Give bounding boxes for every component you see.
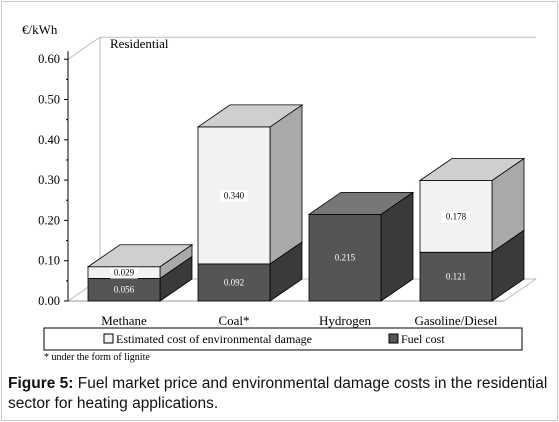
y-tick-label: 0.10: [38, 254, 60, 268]
data-label: 0.121: [446, 272, 466, 282]
caption-text: Fuel market price and environmental dama…: [8, 375, 548, 412]
data-label-bg: [110, 267, 138, 279]
y-tick-label: 0.50: [38, 93, 60, 107]
data-label: 0.215: [335, 253, 356, 263]
data-label: 0.178: [446, 211, 467, 221]
footnote: * under the form of lignite: [44, 352, 150, 363]
y-tick-label: 0.20: [38, 213, 60, 227]
bar-top-face: [196, 104, 304, 128]
legend: Estimated cost of environmental damage F…: [43, 327, 523, 351]
data-label-bg: [110, 284, 138, 296]
y-tick-label: 0.40: [38, 133, 60, 147]
bar-side-environmental-damage: [269, 104, 303, 265]
labels-layer: 0.056 0.029 0.092 0.340 0.215 0.121 0.178: [110, 190, 470, 296]
data-label-bg: [331, 252, 359, 264]
floor-right-edge: [503, 278, 537, 302]
chart-area: 0.00 0.10 0.20 0.30 0.40 0.50 0.60 Methane Coal*…: [22, 22, 537, 351]
legend-label-fuel-cost: Fuel cost: [401, 332, 445, 346]
y-axis-title: €/kWh: [22, 22, 58, 37]
data-label: 0.092: [224, 277, 244, 287]
y-tick-label: 0.00: [38, 294, 60, 308]
data-label: 0.056: [114, 285, 135, 295]
legend-swatch-environmental-damage: [103, 333, 114, 344]
data-label: 0.340: [224, 190, 245, 200]
data-label-bg: [220, 277, 248, 289]
chart-title: Residential: [110, 36, 169, 51]
bar-top-face: [418, 158, 526, 181]
x-category-label: Hydrogen: [319, 313, 371, 328]
legend-box: [43, 327, 523, 351]
figure-caption: Figure 5: Fuel market price and environm…: [8, 374, 553, 414]
x-category-label: Coal*: [218, 313, 249, 328]
x-category-label: Methane: [101, 313, 147, 328]
y-tick-label: 0.60: [38, 52, 60, 66]
bar-top-face: [307, 191, 415, 215]
data-label-bg: [442, 271, 470, 283]
legend-label-environmental-damage: Estimated cost of environmental damage: [116, 332, 312, 346]
caption-label: Figure 5:: [8, 375, 74, 392]
legend-swatch-fuel-cost: [388, 333, 399, 344]
y-tick-label: 0.30: [38, 173, 60, 187]
bar-top-face: [86, 244, 194, 268]
data-label: 0.029: [114, 268, 135, 278]
bars-layer: [86, 104, 526, 302]
x-category-label: Gasoline/Diesel: [414, 313, 497, 328]
data-label-bg: [442, 211, 470, 223]
axes-layer: 0.00 0.10 0.20 0.30 0.40 0.50 0.60 Methane Coal*…: [38, 36, 537, 328]
data-label-bg: [220, 190, 248, 202]
